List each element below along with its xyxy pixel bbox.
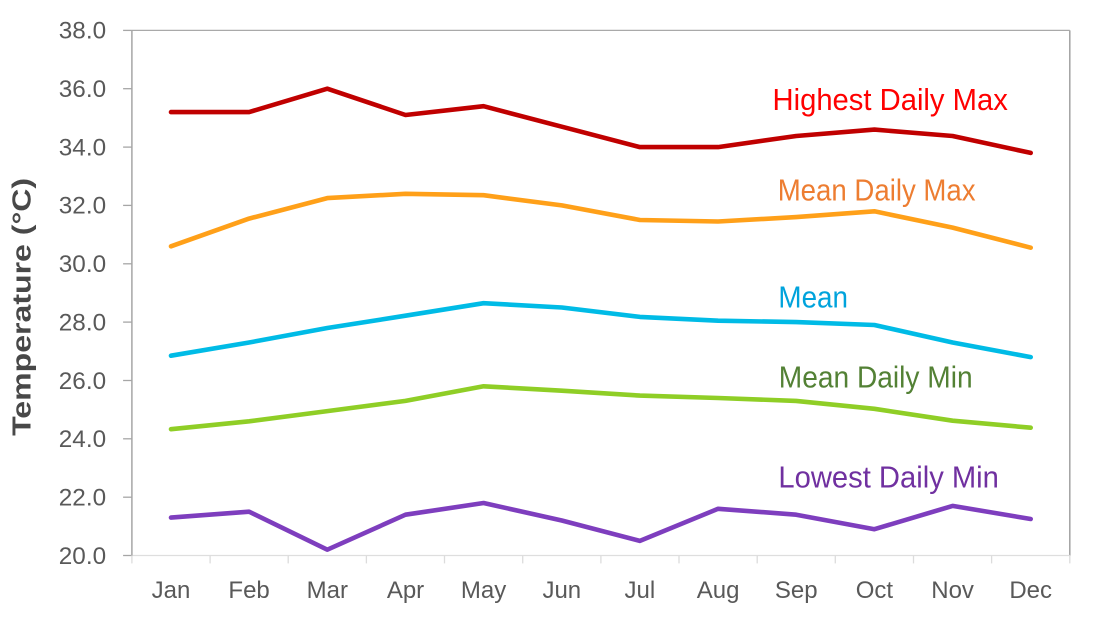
svg-text:Jan: Jan — [152, 577, 191, 604]
svg-text:20.0: 20.0 — [59, 543, 106, 570]
svg-text:Jul: Jul — [625, 577, 656, 604]
svg-text:38.0: 38.0 — [59, 18, 106, 45]
svg-text:30.0: 30.0 — [59, 251, 106, 278]
svg-text:Mean Daily Min: Mean Daily Min — [779, 362, 973, 395]
svg-text:Jun: Jun — [542, 577, 581, 604]
svg-text:Apr: Apr — [387, 577, 424, 604]
svg-text:May: May — [461, 577, 506, 604]
svg-text:26.0: 26.0 — [59, 368, 106, 395]
svg-text:Mar: Mar — [307, 577, 348, 604]
svg-text:Lowest Daily Min: Lowest Daily Min — [778, 462, 999, 495]
svg-text:36.0: 36.0 — [59, 76, 106, 103]
svg-text:Highest Daily Max: Highest Daily Max — [773, 84, 1008, 117]
svg-text:22.0: 22.0 — [59, 485, 106, 512]
svg-text:Feb: Feb — [228, 577, 269, 604]
svg-text:Temperature (°C): Temperature (°C) — [9, 178, 37, 436]
svg-text:Oct: Oct — [856, 577, 894, 604]
svg-text:24.0: 24.0 — [59, 426, 106, 453]
svg-text:Aug: Aug — [697, 577, 740, 604]
svg-text:34.0: 34.0 — [59, 134, 106, 161]
svg-text:Mean Daily Max: Mean Daily Max — [778, 175, 976, 208]
svg-text:Dec: Dec — [1009, 577, 1052, 604]
svg-text:Mean: Mean — [778, 282, 848, 315]
svg-text:32.0: 32.0 — [59, 193, 106, 220]
svg-text:Sep: Sep — [775, 577, 818, 604]
svg-text:28.0: 28.0 — [59, 309, 106, 336]
svg-text:Nov: Nov — [931, 577, 974, 604]
